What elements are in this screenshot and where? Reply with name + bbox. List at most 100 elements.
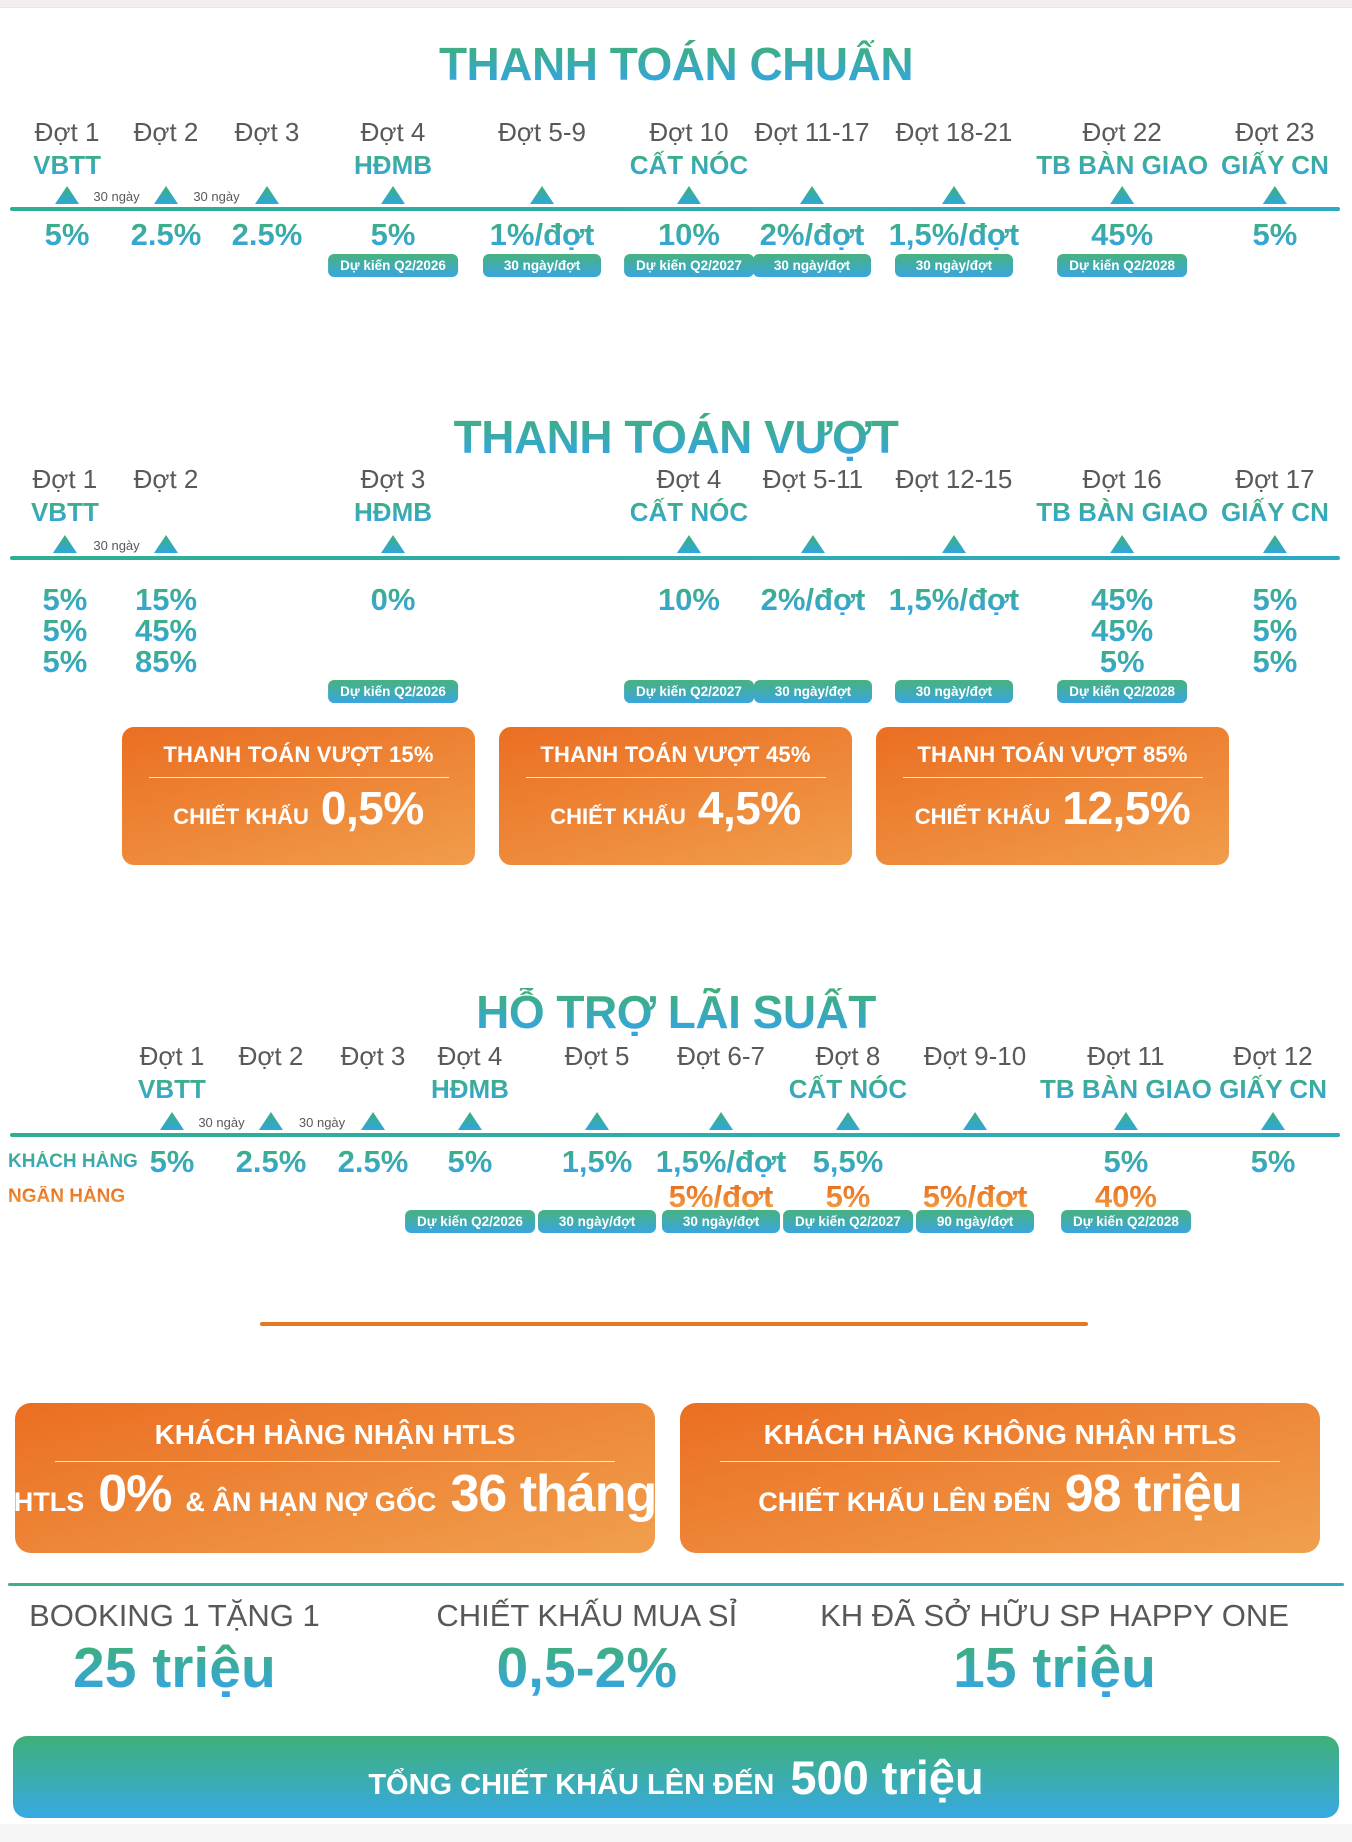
payment-value: 5% [825, 1179, 871, 1214]
schedule-badge: 30 ngày/đợt [894, 680, 1013, 703]
discount-label: CHIẾT KHẤU [914, 804, 1051, 829]
htls-text: & ÂN HẠN NỢ GỐC [185, 1487, 437, 1517]
payment-value: 0% [370, 582, 416, 617]
payment-value: 1%/đợt [489, 217, 595, 252]
total-discount-bar: TỔNG CHIẾT KHẤU LÊN ĐẾN 500 triệu [13, 1736, 1339, 1818]
discount-box-title: THANH TOÁN VƯỢT 15% [163, 742, 434, 767]
payment-value: 10% [657, 217, 720, 252]
installment-label: Đợt 11 [1087, 1041, 1165, 1071]
divider [148, 777, 449, 778]
payment-value: 45% [1091, 582, 1154, 617]
payment-value: 2.5% [235, 1144, 307, 1179]
installment-label: Đợt 5-11 [762, 464, 864, 494]
top-strip [0, 0, 1352, 8]
htls-text: CHIẾT KHẤU LÊN ĐẾN [758, 1487, 1051, 1517]
schedule-badge: 30 ngày/đợt [483, 254, 602, 277]
section-title: THANH TOÁN CHUẨN [0, 40, 1352, 89]
installment-label: Đợt 16 [1082, 464, 1162, 494]
installment-label: Đợt 2 [133, 464, 199, 494]
offer-label: CHIẾT KHẤU MUA SỈ [436, 1598, 738, 1633]
milestone-label: TB BÀN GIAO [1039, 1074, 1212, 1104]
offer-value: 15 triệu [820, 1640, 1289, 1697]
installment-label: Đợt 4 [360, 117, 426, 147]
bottom-strip [0, 1824, 1352, 1842]
payment-value: 40% [1094, 1179, 1157, 1214]
offer-label: BOOKING 1 TẶNG 1 [29, 1598, 320, 1633]
payment-value: 5% [42, 613, 88, 648]
payment-value: 2.5% [130, 217, 202, 252]
schedule-badge: Dự kiến Q2/2028 [1057, 254, 1188, 277]
milestone-arrow-icon [457, 1112, 482, 1130]
milestone-label: CẤT NÓC [788, 1074, 908, 1104]
offer-value: 25 triệu [29, 1640, 320, 1697]
payment-value: 5% [447, 1144, 493, 1179]
milestone-arrow-icon [361, 1112, 386, 1130]
schedule-badge: Dự kiến Q2/2027 [624, 254, 754, 277]
offer-wholesale: CHIẾT KHẤU MUA SỈ 0,5-2% [436, 1598, 737, 1697]
payment-value: 5% [149, 1144, 195, 1179]
schedule-badge: 30 ngày/đợt [753, 254, 871, 277]
payment-value: 15% [134, 582, 198, 617]
installment-label: Đợt 18-21 [895, 117, 1013, 147]
milestone-label: HĐMB [354, 150, 433, 180]
milestone-label: VBTT [138, 1074, 206, 1104]
timeline-line [10, 207, 1340, 211]
divider [720, 1461, 1280, 1462]
payment-value: 45% [1091, 613, 1154, 648]
payment-value: 5% [1103, 1144, 1149, 1179]
schedule-badge: 30 ngày/đợt [894, 254, 1013, 277]
teal-divider [8, 1583, 1344, 1586]
schedule-badge: 90 ngày/đợt [916, 1210, 1035, 1233]
installment-label: Đợt 5-9 [498, 117, 586, 147]
payment-value: 5% [44, 217, 90, 252]
milestone-label: HĐMB [430, 1074, 509, 1104]
milestone-arrow-icon [835, 1112, 860, 1130]
installment-label: Đợt 12-15 [895, 464, 1013, 494]
payment-value: 5% [1252, 644, 1298, 679]
installment-label: Đợt 2 [133, 117, 199, 147]
offer-value: 0,5-2% [436, 1640, 737, 1697]
discount-value: 12,5% [1062, 782, 1191, 834]
timeline-line [10, 1133, 1340, 1137]
htls-value: 36 tháng [450, 1465, 657, 1523]
payment-value: 5% [1252, 217, 1298, 252]
offer-booking: BOOKING 1 TẶNG 1 25 triệu [29, 1598, 320, 1697]
installment-label: Đợt 8 [815, 1041, 881, 1071]
milestone-label: TB BÀN GIAO [1036, 497, 1209, 527]
installment-label: Đợt 22 [1082, 117, 1162, 147]
milestone-label: VBTT [30, 497, 99, 527]
milestone-arrow-icon [258, 1112, 283, 1130]
payment-value: 5% [1250, 1144, 1296, 1179]
milestone-label: VBTT [33, 150, 101, 180]
payment-value: 5%/đợt [922, 1179, 1028, 1214]
discount-box-title: THANH TOÁN VƯỢT 45% [540, 742, 811, 767]
installment-label: Đợt 23 [1235, 117, 1315, 147]
installment-label: Đợt 12 [1233, 1041, 1313, 1071]
payment-value: 2%/đợt [759, 217, 865, 252]
discount-box-85: THANH TOÁN VƯỢT 85% CHIẾT KHẤU 12,5% [876, 727, 1229, 865]
discount-value: 4,5% [697, 782, 801, 834]
divider [525, 777, 826, 778]
milestone-label: TB BÀN GIAO [1036, 150, 1209, 180]
divider [902, 777, 1203, 778]
htls-text: HTLS [13, 1487, 85, 1517]
discount-value: 0,5% [320, 782, 424, 834]
milestone-label: GIẤY CN [1219, 1074, 1327, 1104]
gap-days-label: 30 ngày [193, 189, 240, 204]
row-label-ngan-hang: NGÂN HÀNG [8, 1186, 126, 1207]
installment-label: Đợt 17 [1235, 464, 1315, 494]
row-label-khach-hang: KHÁCH HÀNG [8, 1151, 138, 1172]
installment-label: Đợt 9-10 [923, 1041, 1027, 1071]
schedule-badge: Dự kiến Q2/2027 [624, 680, 754, 703]
htls-box-no-receive: KHÁCH HÀNG KHÔNG NHẬN HTLS CHIẾT KHẤU LÊ… [680, 1403, 1320, 1553]
payment-value: 5,5% [812, 1144, 884, 1179]
offer-label: KH ĐÃ SỞ HỮU SP HAPPY ONE [820, 1598, 1289, 1633]
milestone-arrow-icon [1261, 1112, 1286, 1130]
milestone-label: GIẤY CN [1220, 150, 1329, 180]
milestone-arrow-icon [585, 1112, 610, 1130]
discount-label: CHIẾT KHẤU [550, 804, 686, 829]
payment-value: 5% [42, 644, 88, 679]
